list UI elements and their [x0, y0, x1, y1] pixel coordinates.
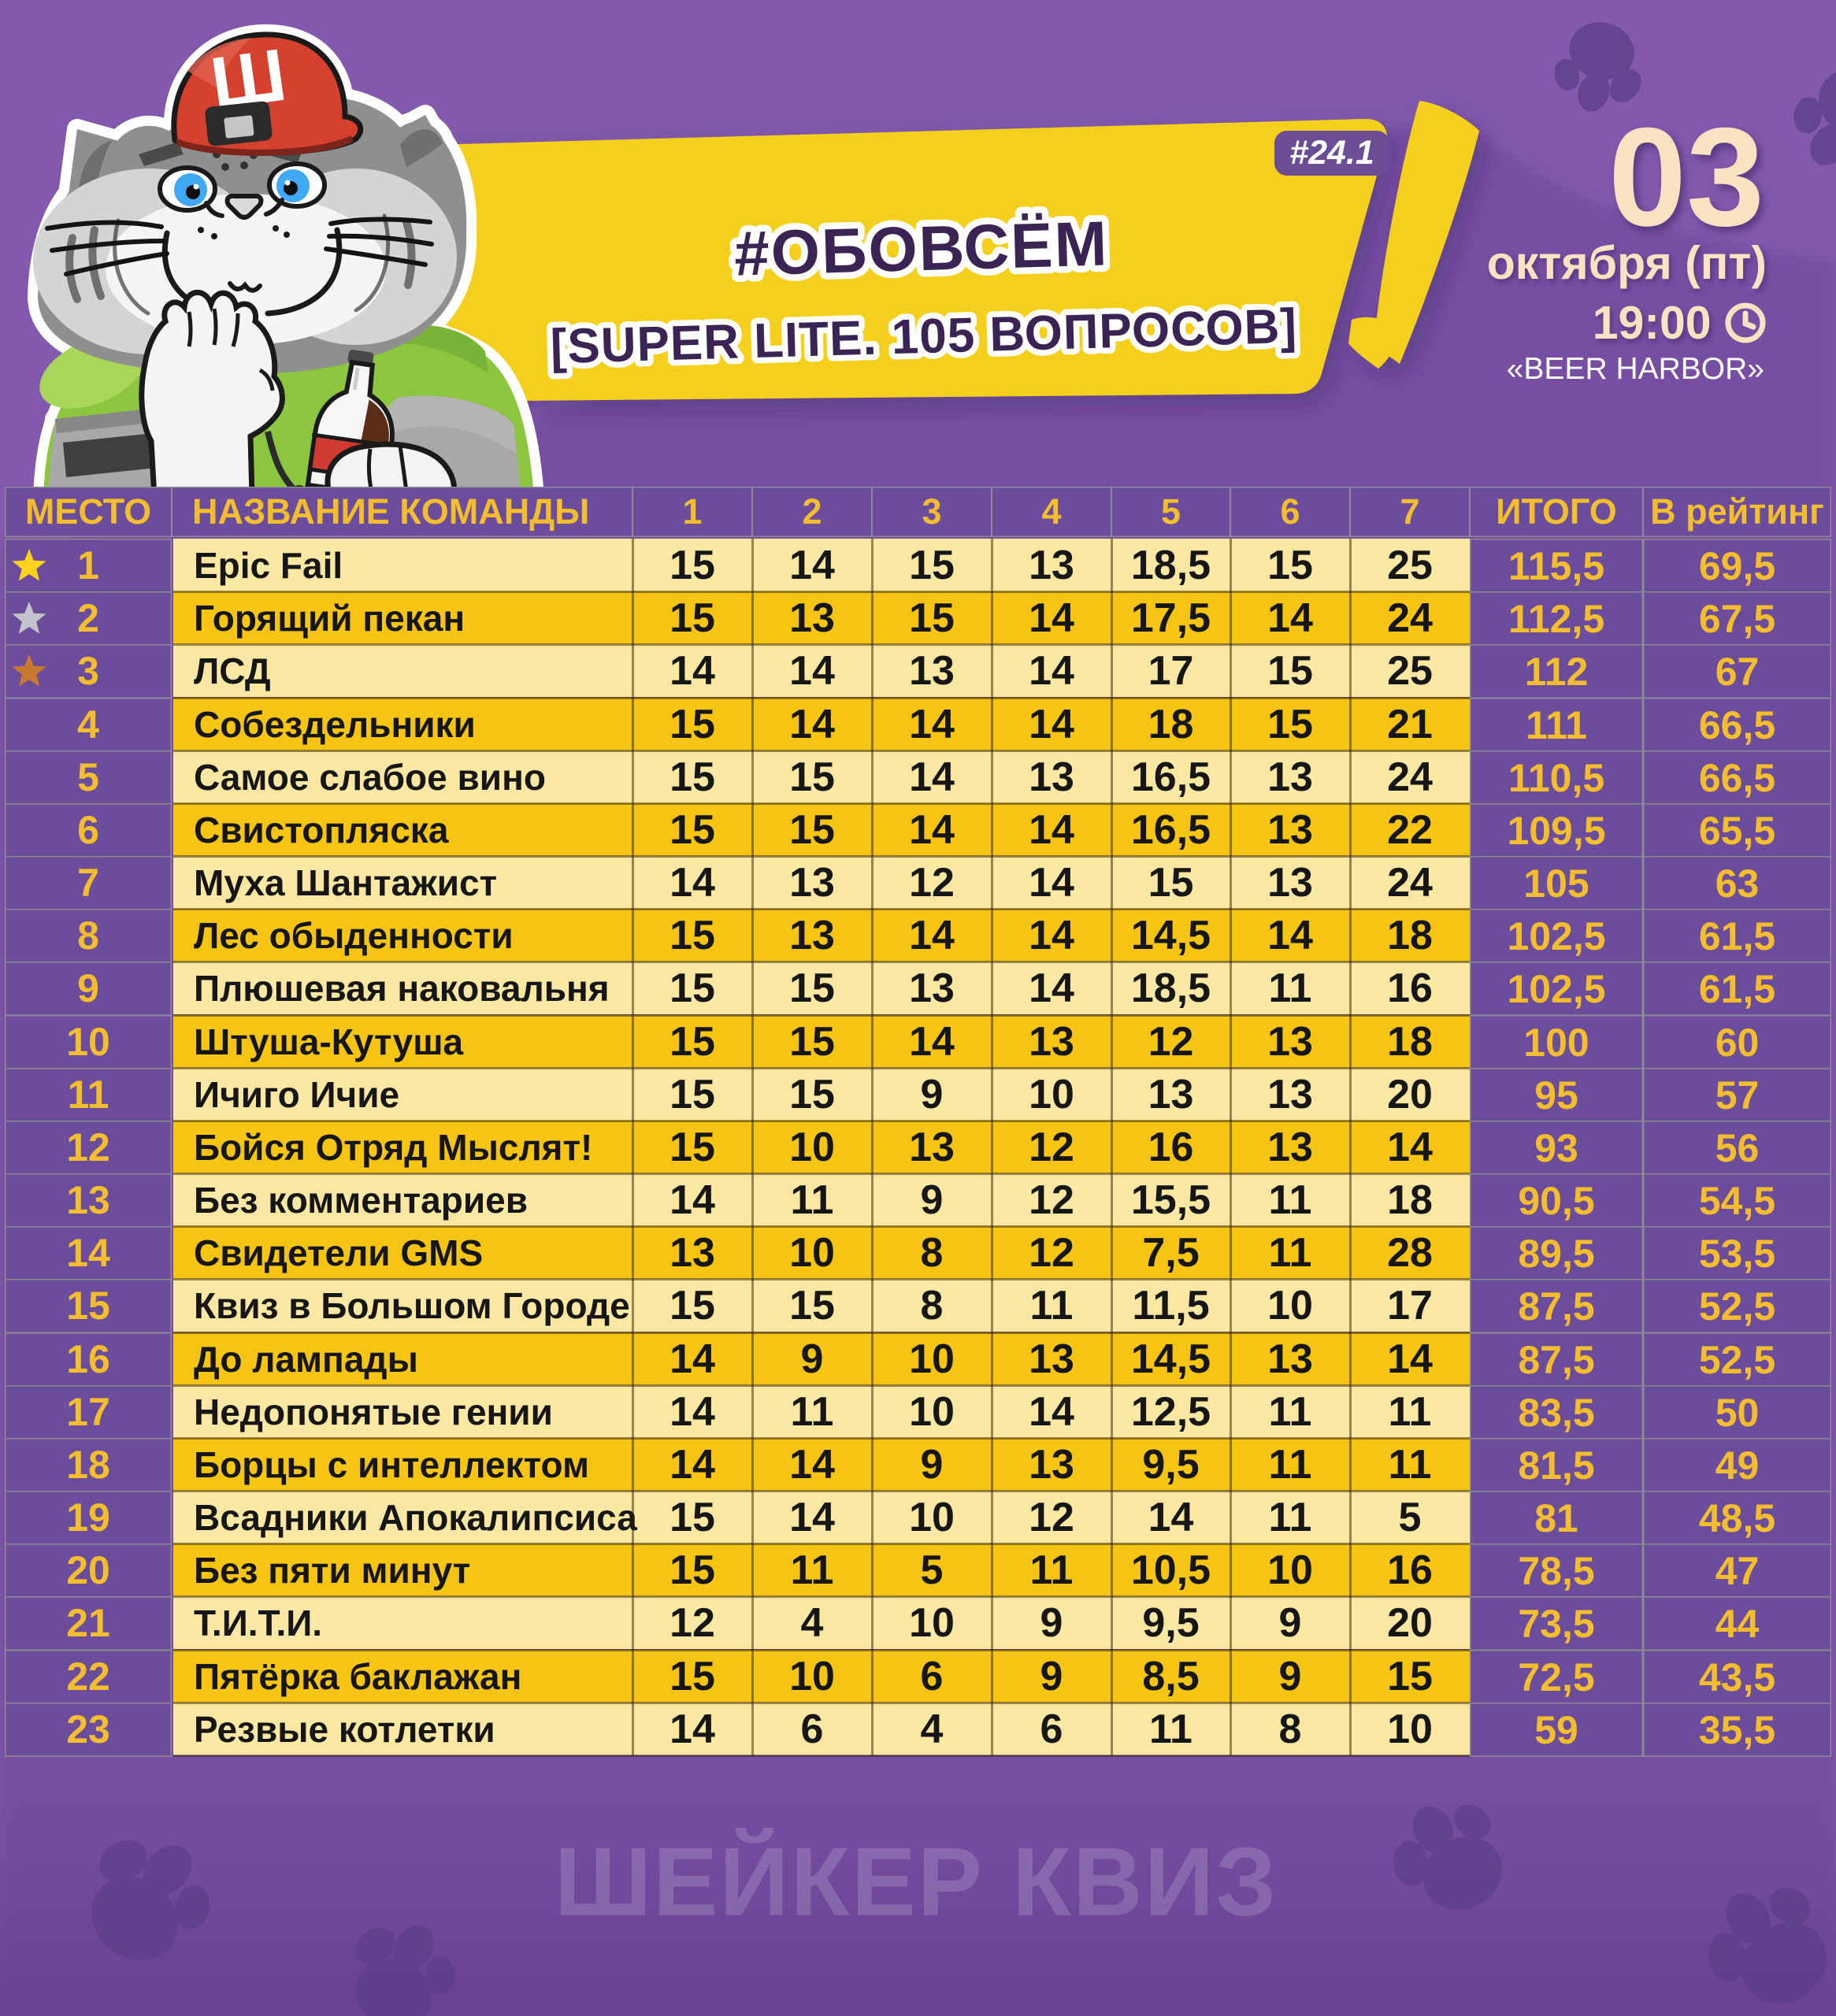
- svg-text:#ОБОВСЁМ: #ОБОВСЁМ: [733, 208, 1109, 288]
- svg-text:#24.1: #24.1: [1289, 134, 1374, 172]
- svg-text:ШЕЙКЕР КВИЗ: ШЕЙКЕР КВИЗ: [555, 1828, 1278, 1936]
